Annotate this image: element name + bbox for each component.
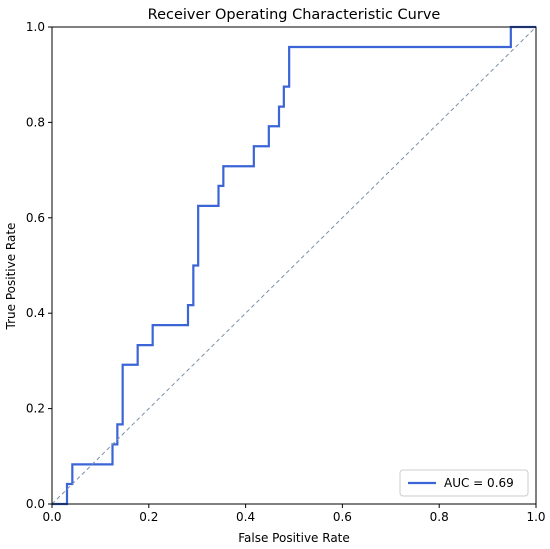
axis-ticks: 0.0 0.2 0.4 0.6 0.8 1.0 0.0 0.2 0.4 0.6 0.8 1.0 (26, 20, 546, 524)
x-tick-label: 0.0 (42, 510, 61, 524)
plot-frame (51, 26, 537, 505)
x-tick-label: 0.2 (139, 510, 158, 524)
y-tick-label: 0.0 (26, 497, 45, 511)
legend: AUC = 0.69 (399, 469, 529, 497)
roc-curve-line (52, 25, 536, 506)
x-tick-label: 0.8 (430, 510, 449, 524)
chance-diagonal-line (51, 26, 537, 505)
y-axis-label: True Positive Rate (4, 223, 18, 331)
legend-box (399, 469, 529, 497)
y-tick-label: 0.6 (26, 211, 45, 225)
y-tick-label: 0.8 (26, 115, 45, 129)
y-tick-label: 1.0 (26, 20, 45, 34)
x-axis-label: False Positive Rate (238, 531, 350, 545)
x-tick-label: 0.4 (236, 510, 255, 524)
plot-area (51, 25, 537, 506)
chart-title: Receiver Operating Characteristic Curve (148, 7, 441, 23)
x-tick-label: 0.6 (333, 510, 352, 524)
y-tick-label: 0.2 (26, 402, 45, 416)
y-tick-label: 0.4 (26, 306, 45, 320)
legend-label: AUC = 0.69 (444, 476, 514, 490)
x-tick-label: 1.0 (526, 510, 545, 524)
